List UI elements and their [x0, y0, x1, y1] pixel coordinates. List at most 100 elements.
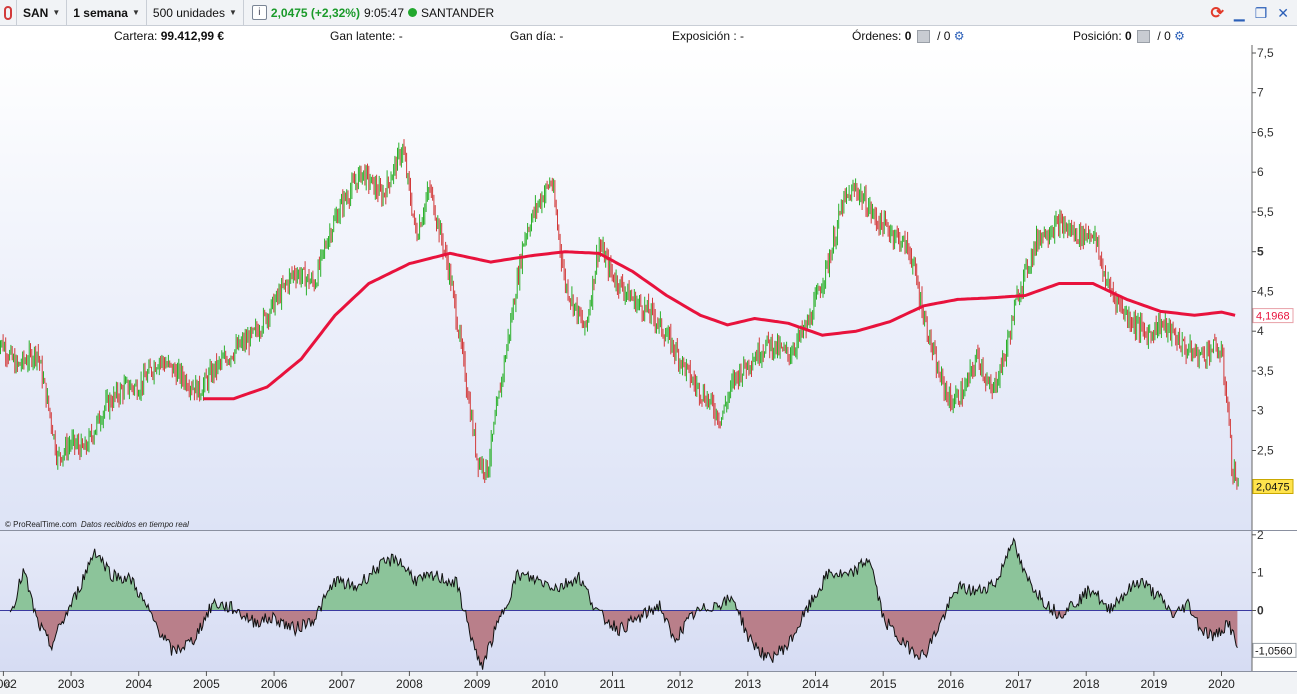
x-tick-label: 2013 [734, 677, 761, 691]
chain-link-icon [4, 5, 12, 20]
ordenes: Órdenes: 0 / 0 ⚙ [852, 29, 965, 44]
gear-icon[interactable]: ⚙ [1174, 29, 1185, 43]
x-tick-label: 2006 [261, 677, 288, 691]
window-controls: ⟳ ▁ ❐ ✕ [1211, 3, 1289, 23]
exposicion: Exposición : - [672, 29, 745, 43]
scroll-left-icon[interactable]: « [4, 676, 11, 691]
ordenes-label: Órdenes: [852, 29, 902, 43]
y-axis-bg [1252, 45, 1297, 671]
cartera-label: Cartera: [114, 29, 158, 43]
x-tick-label: 2016 [937, 677, 964, 691]
x-tick-label: 2020 [1208, 677, 1235, 691]
x-axis-bg [0, 671, 1297, 694]
last-price-label: 2,0475 [1256, 482, 1290, 494]
osc-tick-label: 0 [1257, 604, 1264, 618]
close-icon[interactable]: ✕ [1277, 5, 1289, 21]
gan-latente: Gan latente: - [330, 29, 403, 43]
x-tick-label: 2005 [193, 677, 220, 691]
oscillator-line [9, 537, 1238, 670]
x-tick-label: 2012 [667, 677, 694, 691]
x-tick-label: 2018 [1073, 677, 1100, 691]
quote-area: i 2,0475 (+2,32%) 9:05:47 SANTANDER [244, 0, 500, 26]
y-tick-label: 5 [1257, 245, 1264, 259]
units-selector[interactable]: 500 unidades ▼ [147, 0, 244, 26]
credit-source: © ProRealTime.com [5, 520, 77, 529]
credit-text: © ProRealTime.com Datos recibidos en tiem… [5, 520, 189, 529]
y-tick-label: 3 [1257, 404, 1264, 418]
y-ticks: 7,5 7 6,5 6 5,5 5 4,5 4 3,5 3 2,5 2 1 0 [1252, 46, 1274, 618]
restore-icon[interactable]: ❐ [1254, 5, 1268, 21]
instrument-name: SANTANDER [421, 5, 495, 20]
price-panel-bg [0, 45, 1252, 530]
info-icon[interactable]: i [251, 5, 267, 20]
caret-down-icon: ▼ [52, 8, 61, 17]
ordenes-close-icon[interactable] [916, 30, 930, 44]
oscillator-positive-area [10, 538, 1238, 611]
x-tick-label: 2015 [870, 677, 897, 691]
price-change: 2,0475 (+2,32%) [270, 5, 360, 20]
posicion-close-icon[interactable] [1137, 30, 1151, 44]
oscillator-panel-bg [0, 531, 1252, 671]
ordenes-value2: / 0 [937, 29, 951, 43]
x-tick-label: 2019 [1141, 677, 1168, 691]
x-tick-label: 2014 [802, 677, 829, 691]
y-tick-label: 4,5 [1257, 285, 1274, 299]
oscillator-layer [0, 537, 1252, 670]
x-tick-label: 2009 [464, 677, 491, 691]
y-tick-label: 7 [1257, 86, 1264, 100]
ma-layer [203, 250, 1236, 401]
credit-note: Datos recibidos en tiempo real [81, 520, 189, 529]
y-tick-label: 3,5 [1257, 364, 1274, 378]
ma-value-badge [1252, 308, 1294, 324]
x-tick-label: 2004 [125, 677, 152, 691]
x-tick-label: 2003 [58, 677, 85, 691]
status-dot-icon [408, 8, 417, 17]
caret-down-icon: ▼ [228, 8, 237, 17]
caret-down-icon: ▼ [131, 8, 140, 17]
x-tick-label: 2017 [1005, 677, 1032, 691]
period-label: 1 semana [73, 5, 128, 20]
x-tick-label: 2010 [531, 677, 558, 691]
ordenes-value: 0 [904, 29, 912, 43]
cartera-value: 99.412,99 € [160, 29, 225, 43]
gear-icon[interactable]: ⚙ [953, 29, 965, 43]
x-tick-label: 2002 [0, 677, 17, 691]
posicion: Posición: 0 / 0 ⚙ [1073, 29, 1185, 44]
account-infobar: Cartera: 99.412,99 € Gan latente: - Gan … [0, 26, 1297, 46]
candles-layer [0, 139, 1239, 490]
osc-last-badge [1252, 642, 1297, 658]
value-badges: 4,1968 2,0475 -1,0560 [1252, 308, 1297, 658]
period-selector[interactable]: 1 semana ▼ [67, 0, 147, 26]
y-tick-label: 2,5 [1257, 444, 1274, 458]
osc-last-label: -1,0560 [1255, 645, 1292, 657]
ma-value-label: 4,1968 [1256, 311, 1290, 323]
quote-time: 9:05:47 [363, 5, 404, 20]
y-tick-label: 4 [1257, 324, 1264, 338]
cartera: Cartera: 99.412,99 € [114, 29, 224, 43]
posicion-value2: / 0 [1157, 29, 1171, 43]
y-tick-label: 6 [1257, 165, 1264, 179]
units-label: 500 unidades [152, 5, 225, 20]
y-tick-label: 7,5 [1257, 46, 1274, 60]
x-tick-label: 2007 [328, 677, 355, 691]
y-tick-label: 6,5 [1257, 126, 1274, 140]
last-price-badge [1252, 479, 1294, 494]
posicion-label: Posición: [1073, 29, 1122, 43]
osc-tick-label: 1 [1257, 566, 1264, 580]
posicion-value: 0 [1125, 29, 1132, 43]
x-ticks: 2002 2003 2004 2005 2006 2007 2008 2009 2010 2011… [0, 671, 1235, 691]
oscillator-negative-area [10, 610, 1238, 670]
x-tick-label: 2008 [396, 677, 423, 691]
gan-dia: Gan día: - [510, 29, 564, 43]
osc-tick-label: 2 [1257, 528, 1264, 542]
x-tick-label: 2011 [600, 677, 626, 691]
top-toolbar: SAN ▼ 1 semana ▼ 500 unidades ▼ i 2,0475… [0, 0, 1297, 26]
sync-icon[interactable]: ⟳ [1210, 5, 1224, 22]
symbol-label: SAN [23, 5, 49, 20]
moving-average-line [203, 250, 1236, 401]
y-tick-label: 5,5 [1257, 205, 1274, 219]
minimize-icon[interactable]: ▁ [1233, 5, 1245, 21]
link-button[interactable] [0, 0, 17, 26]
symbol-selector[interactable]: SAN ▼ [17, 0, 68, 26]
